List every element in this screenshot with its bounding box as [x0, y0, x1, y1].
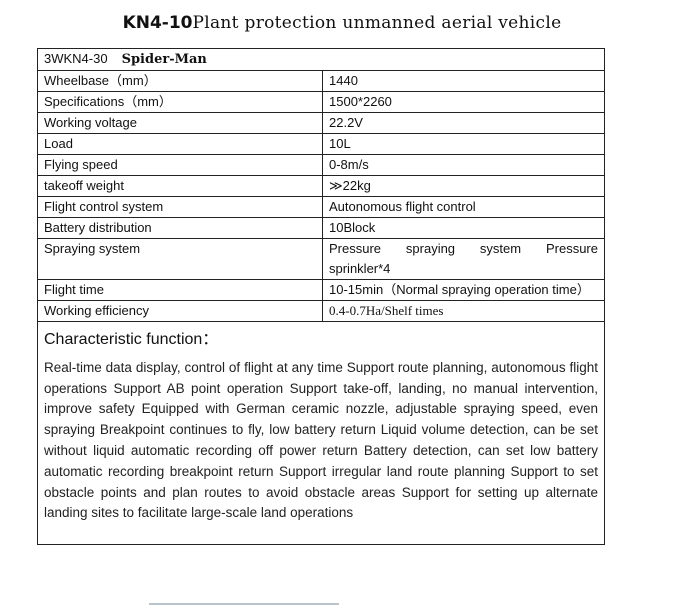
spec-value: ≫22kg [322, 175, 605, 197]
table-row: Working voltage 22.2V [37, 112, 605, 134]
spec-label: Battery distribution [37, 217, 323, 239]
table-row: Specifications（mm） 1500*2260 [37, 91, 605, 113]
table-row: takeoff weight ≫22kg [37, 175, 605, 197]
characteristic-row: Characteristic function： Real-time data d… [37, 321, 605, 545]
spec-label: Wheelbase（mm） [37, 70, 323, 92]
table-row: Wheelbase（mm） 1440 [37, 70, 605, 92]
spec-value: 0.4-0.7Ha/Shelf times [322, 300, 605, 322]
spec-label: Working voltage [37, 112, 323, 134]
spec-label: Load [37, 133, 323, 155]
spec-label: takeoff weight [37, 175, 323, 197]
model-name: KN4-10 [122, 13, 193, 33]
title-text: Plant protection unmanned aerial vehicle [192, 13, 562, 33]
characteristic-body: Real-time data display, control of fligh… [44, 359, 598, 521]
table-header-row: 3WKN4-30 Spider-Man [37, 48, 605, 71]
table-row: Battery distribution 10Block [37, 217, 605, 239]
divider [149, 603, 339, 605]
page-title: KN4-10Plant protection unmanned aerial v… [0, 12, 684, 33]
spec-value: 10-15min（Normal spraying operation time） [322, 279, 605, 301]
spec-label: Specifications（mm） [37, 91, 323, 113]
spec-label: Working efficiency [37, 300, 323, 322]
spec-value: 10Block [322, 217, 605, 239]
spec-value: 1440 [322, 70, 605, 92]
table-row: Flight control system Autonomous flight c… [37, 196, 605, 218]
spec-label: Flying speed [37, 154, 323, 176]
spec-value: Pressure spraying system Pressure sprink… [322, 238, 605, 280]
spec-label: Flight time [37, 279, 323, 301]
table-row: Flying speed 0-8m/s [37, 154, 605, 176]
spec-value: Autonomous flight control [322, 196, 605, 218]
spec-value: 0-8m/s [322, 154, 605, 176]
model-nickname: Spider-Man [121, 52, 207, 67]
table-row: Load 10L [37, 133, 605, 155]
spec-value: 10L [322, 133, 605, 155]
table-row: Spraying system Pressure spraying system … [37, 238, 605, 280]
table-row: Working efficiency 0.4-0.7Ha/Shelf times [37, 300, 605, 322]
spec-value: 1500*2260 [322, 91, 605, 113]
characteristic-title: Characteristic function： [44, 331, 219, 348]
spec-value: 22.2V [322, 112, 605, 134]
table-row: Flight time 10-15min（Normal spraying oper… [37, 279, 605, 301]
spec-table: 3WKN4-30 Spider-Man Wheelbase（mm） 1440 Spe… [37, 48, 605, 545]
spec-label: Spraying system [37, 238, 323, 280]
spec-label: Flight control system [37, 196, 323, 218]
model-code: 3WKN4-30 [44, 51, 108, 66]
